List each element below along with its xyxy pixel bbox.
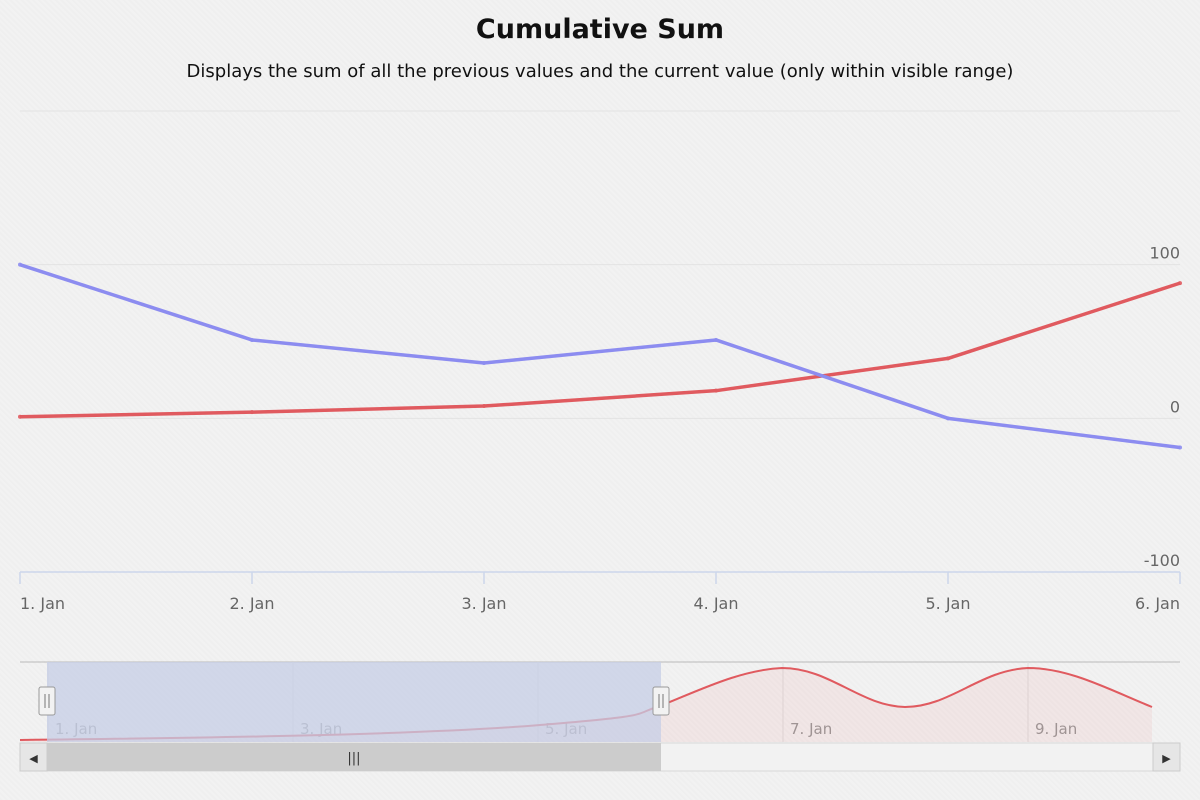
- data-point: [946, 416, 950, 421]
- navigator-series-area: [20, 668, 1152, 742]
- data-point: [250, 410, 254, 415]
- navigator-left-handle[interactable]: [38, 686, 56, 716]
- y-tick-label: 100: [1149, 244, 1180, 263]
- series-line-2: [19, 263, 1181, 450]
- scroll-left-arrow-icon[interactable]: ◀: [29, 752, 38, 765]
- x-tick-label: 6. Jan: [1135, 594, 1180, 613]
- data-point: [482, 404, 486, 409]
- data-point: [250, 337, 254, 342]
- chart-subtitle: Displays the sum of all the previous val…: [186, 61, 1014, 82]
- data-point: [18, 414, 22, 419]
- chart-title: Cumulative Sum: [475, 14, 725, 45]
- x-tick-label: 4. Jan: [693, 594, 738, 613]
- data-point: [946, 356, 950, 361]
- navigator-label: 7. Jan: [790, 720, 832, 738]
- data-point: [1178, 281, 1182, 286]
- data-point: [714, 388, 718, 393]
- data-point: [18, 262, 22, 267]
- x-tick-label: 5. Jan: [925, 594, 970, 613]
- handle-body[interactable]: [38, 686, 56, 716]
- navigator-label: 9. Jan: [1035, 720, 1077, 738]
- data-point: [482, 361, 486, 366]
- data-point: [1178, 445, 1182, 450]
- scroll-right-arrow-icon[interactable]: ▶: [1162, 752, 1171, 765]
- data-point: [714, 337, 718, 342]
- x-axis: 1. Jan 2. Jan 3. Jan 4. Jan 5. Jan 6. Jan: [19, 571, 1181, 613]
- scrollbar-right-button[interactable]: [1152, 742, 1181, 772]
- navigator-selection[interactable]: [47, 662, 661, 742]
- y-tick-label: 0: [1170, 397, 1180, 416]
- grid-lines: [20, 110, 1180, 419]
- scrollbar-grip-icon[interactable]: |||: [347, 751, 360, 766]
- y-tick-label: -100: [1144, 551, 1180, 570]
- handle-body[interactable]: [652, 686, 670, 716]
- scrollbar[interactable]: ◀ ▶ |||: [19, 742, 1181, 772]
- x-tick-label: 1. Jan: [20, 594, 65, 613]
- scrollbar-thumb[interactable]: [47, 743, 661, 771]
- series-line-1: [19, 281, 1181, 419]
- x-tick-label: 2. Jan: [229, 594, 274, 613]
- navigator-right-handle[interactable]: [652, 686, 670, 716]
- y-axis-labels: -100 0 100: [1144, 244, 1180, 570]
- series-group: [18, 262, 1182, 450]
- x-tick-label: 3. Jan: [461, 594, 506, 613]
